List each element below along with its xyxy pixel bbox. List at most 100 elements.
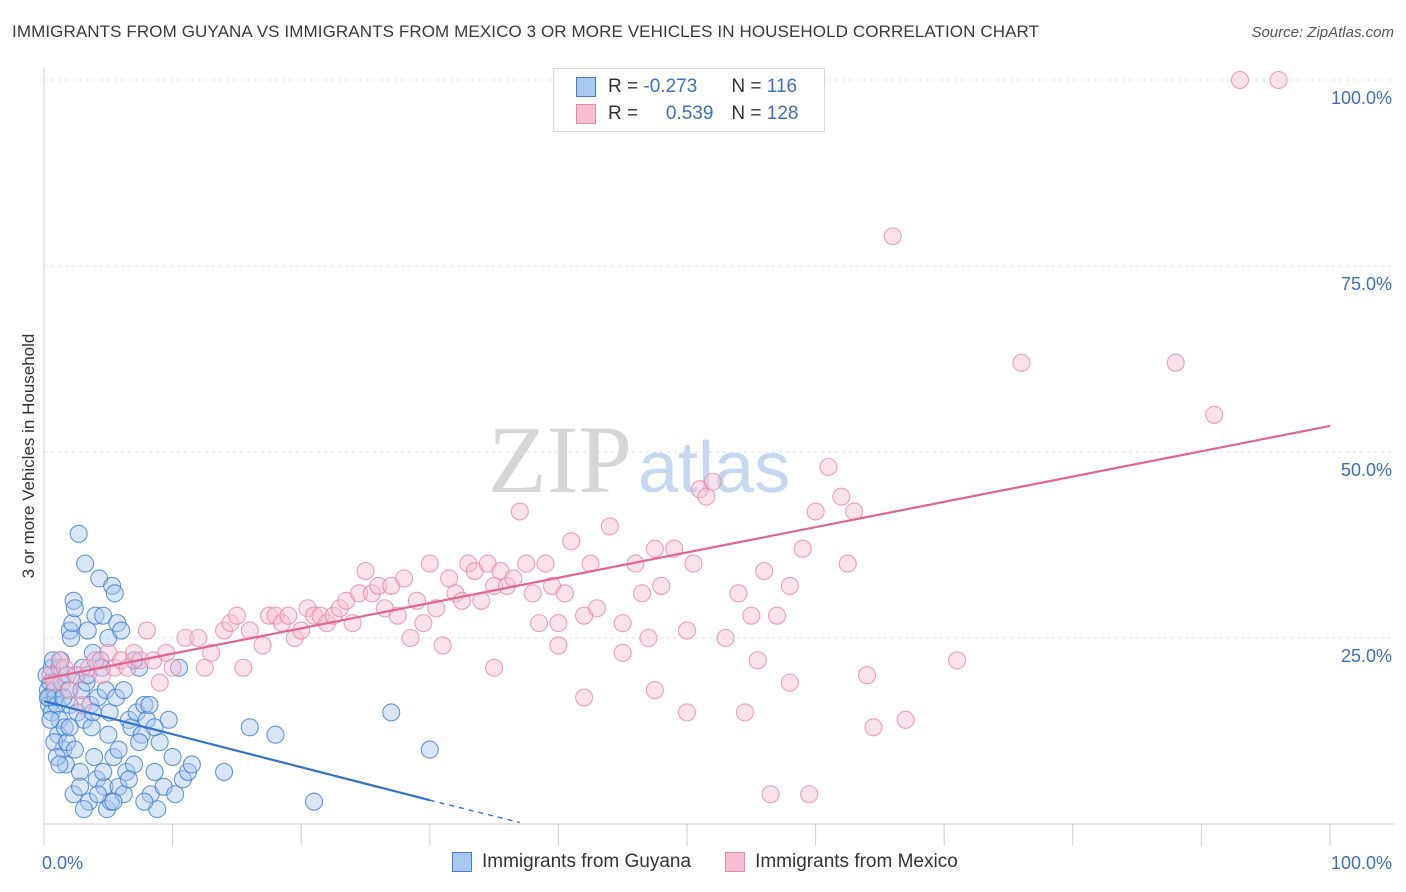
guyana-point-86 <box>240 718 259 737</box>
mexico-point-20 <box>163 658 182 677</box>
mexico-point-109 <box>883 227 902 246</box>
mexico-point-95 <box>716 628 735 648</box>
guyana-trend-line <box>43 700 431 802</box>
correlation-legend: R = -0.273 N = 116 R = 0.539 N = 128 <box>553 68 825 132</box>
mexico-point-34 <box>279 606 298 625</box>
mexico-point-51 <box>388 606 407 625</box>
guyana-point-74 <box>145 762 164 781</box>
guyana-point-93 <box>45 733 64 752</box>
mexico-point-62 <box>459 554 478 573</box>
mexico-point-93 <box>697 487 716 506</box>
mexico-point-71 <box>517 554 536 573</box>
mexico-point-77 <box>555 584 574 603</box>
source-credit: Source: ZipAtlas.com <box>1251 24 1394 41</box>
guyana-point-114 <box>140 695 159 715</box>
mexico-point-58 <box>433 636 452 655</box>
guyana-point-27 <box>65 599 84 618</box>
guyana-point-85 <box>214 762 234 781</box>
mexico-point-70 <box>510 502 529 521</box>
guyana-point-71 <box>135 695 154 715</box>
mexico-point-16 <box>137 621 156 640</box>
guyana-point-23 <box>61 628 81 648</box>
guyana-points <box>37 524 439 819</box>
mexico-point-4 <box>60 681 79 700</box>
x-tick-label-max: 100.0% <box>1331 853 1392 873</box>
y-tick-label-50: 50.0% <box>1341 460 1392 480</box>
n-label: N = <box>731 76 762 97</box>
guyana-point-25 <box>64 591 83 610</box>
mexico-point-41 <box>324 606 343 625</box>
mexico-point-74 <box>536 554 555 573</box>
guyana-point-49 <box>94 606 113 625</box>
guyana-point-5 <box>42 658 61 677</box>
legend-item-mexico: Immigrants from Mexico <box>725 851 958 873</box>
mexico-legend-label: Immigrants from Mexico <box>755 851 958 872</box>
guyana-point-41 <box>83 643 102 662</box>
mexico-point-120 <box>677 703 697 722</box>
guyana-r-value: -0.273 <box>643 76 698 97</box>
guyana-point-89 <box>382 703 401 722</box>
mexico-point-94 <box>703 472 722 491</box>
guyana-point-50 <box>95 777 114 796</box>
mexico-trend-line <box>43 424 1331 680</box>
mexico-point-55 <box>414 614 433 633</box>
guyana-point-26 <box>64 785 83 804</box>
mexico-point-99 <box>755 561 774 581</box>
guyana-point-35 <box>76 554 95 573</box>
mexico-point-82 <box>600 517 619 536</box>
guyana-point-37 <box>78 621 97 640</box>
mexico-point-89 <box>665 539 684 558</box>
guyana-point-90 <box>420 740 439 759</box>
guyana-point-84 <box>182 755 201 774</box>
guyana-point-56 <box>103 576 122 595</box>
guyana-point-87 <box>266 725 285 744</box>
mexico-point-90 <box>677 621 697 640</box>
mexico-point-88 <box>652 576 671 595</box>
mexico-point-23 <box>195 658 214 677</box>
mexico-point-114 <box>1205 405 1224 424</box>
mexico-point-32 <box>266 606 285 625</box>
mexico-point-86 <box>639 628 658 648</box>
mexico-point-26 <box>221 614 240 633</box>
mexico-point-126 <box>485 658 504 677</box>
guyana-point-105 <box>94 762 113 781</box>
guyana-point-36 <box>77 673 96 692</box>
mexico-point-52 <box>395 569 414 588</box>
legend-row-mexico: R = 0.539 N = 128 <box>576 101 798 127</box>
guyana-point-78 <box>159 710 178 729</box>
guyana-point-62 <box>112 621 131 640</box>
guyana-point-92 <box>41 710 60 729</box>
series-legend: Immigrants from Guyana Immigrants from M… <box>452 851 992 873</box>
guyana-point-95 <box>50 755 69 774</box>
mexico-point-102 <box>793 539 812 558</box>
y-tick-label-25: 25.0% <box>1341 646 1392 666</box>
mexico-point-125 <box>549 636 568 655</box>
mexico-point-96 <box>729 584 748 603</box>
chart-title: IMMIGRANTS FROM GUYANA VS IMMIGRANTS FRO… <box>12 22 1040 41</box>
mexico-point-25 <box>214 621 234 640</box>
guyana-swatch <box>576 77 596 97</box>
guyana-point-112 <box>130 733 149 752</box>
guyana-point-79 <box>163 747 182 767</box>
mexico-point-21 <box>176 628 195 648</box>
mexico-point-103 <box>806 502 825 521</box>
r-label: R = <box>608 103 639 124</box>
mexico-point-83 <box>613 614 632 633</box>
mexico-point-91 <box>684 554 703 573</box>
guyana-point-106 <box>99 725 118 744</box>
y-tick-label-100: 100.0% <box>1331 88 1392 108</box>
guyana-point-88 <box>305 792 324 811</box>
mexico-point-30 <box>253 636 272 655</box>
mexico-point-57 <box>427 599 446 618</box>
legend-row-guyana: R = -0.273 N = 116 <box>576 74 797 100</box>
mexico-point-108 <box>857 666 877 685</box>
mexico-point-76 <box>549 614 568 633</box>
guyana-point-110 <box>119 770 138 789</box>
guyana-point-91 <box>38 688 57 707</box>
mexico-point-73 <box>530 614 549 633</box>
mexico-point-24 <box>202 643 221 662</box>
mexico-point-56 <box>420 554 439 573</box>
guyana-point-107 <box>104 792 123 811</box>
guyana-point-30 <box>69 524 88 543</box>
